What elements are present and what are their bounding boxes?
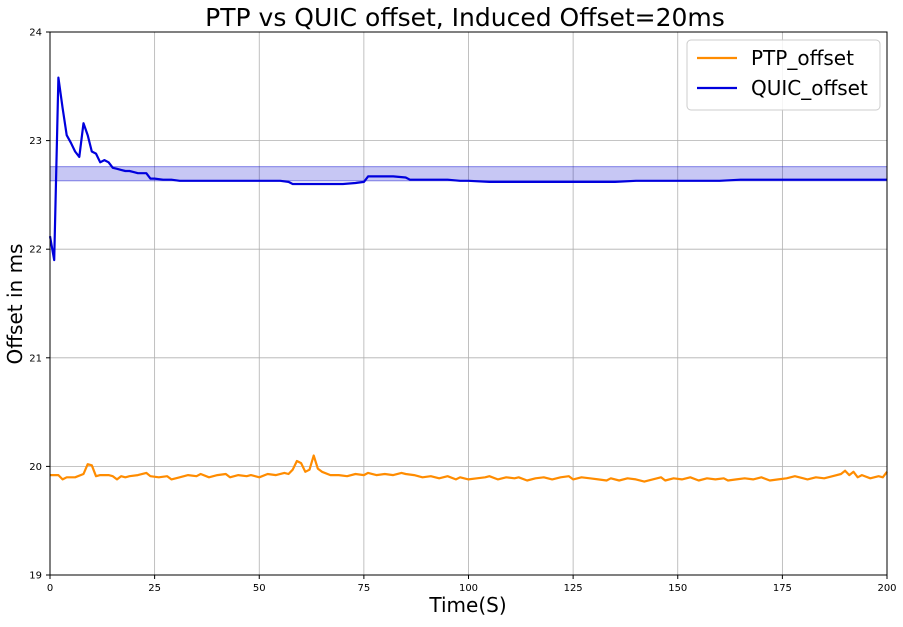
chart-title: PTP vs QUIC offset, Induced Offset=20ms [205, 3, 725, 32]
legend: PTP_offset QUIC_offset [686, 39, 881, 111]
legend-label-quic: QUIC_offset [751, 76, 868, 100]
x-tick-label: 150 [668, 583, 687, 594]
x-axis-ticks: 0 25 50 75 100 125 150 175 200 [47, 575, 897, 594]
y-axis-label: Offset in ms [3, 244, 27, 365]
y-tick-label: 24 [29, 28, 42, 39]
y-tick-label: 19 [29, 571, 42, 582]
y-tick-label: 20 [29, 462, 42, 473]
x-tick-label: 0 [47, 583, 53, 594]
series-lines [48, 76, 888, 483]
series-line-quic-offset [48, 76, 887, 262]
legend-label-ptp: PTP_offset [751, 46, 854, 70]
y-tick-label: 23 [29, 136, 42, 147]
x-tick-label: 175 [773, 583, 792, 594]
series-line-ptp-offset [50, 454, 888, 483]
x-tick-label: 50 [253, 583, 266, 594]
y-tick-label: 22 [29, 245, 42, 256]
x-axis-label: Time(S) [428, 593, 506, 617]
x-tick-label: 125 [564, 583, 583, 594]
y-tick-label: 21 [29, 353, 42, 364]
x-tick-label: 100 [459, 583, 478, 594]
x-tick-label: 75 [358, 583, 371, 594]
x-tick-label: 25 [148, 583, 161, 594]
x-tick-label: 200 [877, 583, 896, 594]
y-axis-ticks: 19 20 21 22 23 24 [29, 28, 50, 582]
